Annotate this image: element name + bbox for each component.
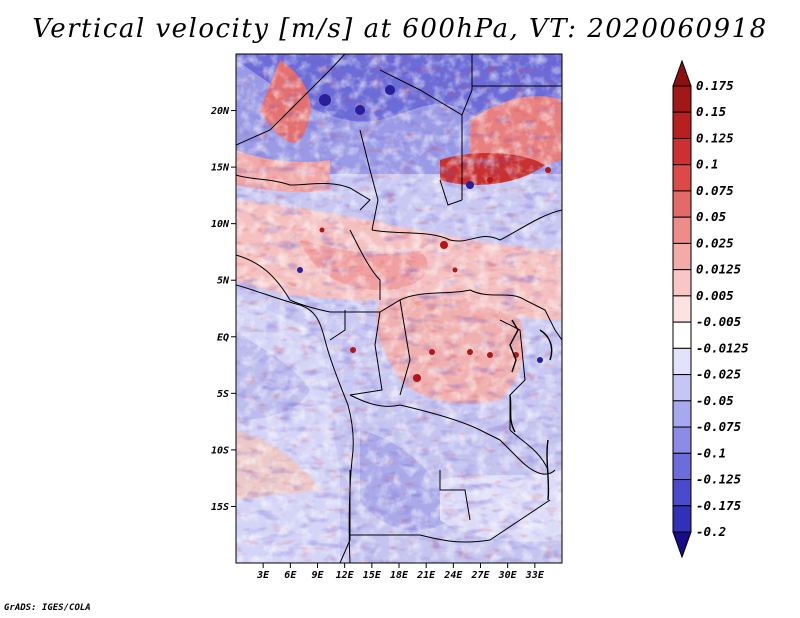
colorbar-label: 0.025 (696, 235, 734, 250)
colorbar-label: -0.0125 (696, 340, 749, 355)
colorbar-swatch (672, 242, 692, 271)
lon-tick-label: 33E (525, 570, 545, 581)
colorbar-swatch (672, 111, 692, 139)
longitude-axis: 3E 6E 9E 12E 15E 18E 21E 24E 27E 30E 33E (256, 563, 545, 581)
colorbar-label: 0.0125 (696, 262, 742, 277)
colorbar-label: -0.005 (696, 314, 742, 329)
colorbar-label: -0.125 (696, 472, 742, 487)
lon-tick-label: 3E (256, 570, 270, 581)
colorbar-label: 0.1 (696, 157, 719, 172)
lat-tick-label: 5S (217, 389, 229, 400)
country-borders (236, 54, 562, 563)
colorbar-swatch (672, 321, 692, 349)
colorbar-label: 0.075 (696, 183, 734, 198)
colorbar-swatch (672, 85, 692, 113)
colorbar-swatch (672, 452, 692, 481)
lat-tick-label: 15N (211, 163, 230, 174)
lon-tick-label: 15E (363, 570, 382, 581)
colorbar-swatch (672, 505, 692, 533)
map-title: Vertical velocity [m/s] at 600hPa, VT: 2… (32, 14, 768, 44)
colorbar-label: 0.15 (696, 104, 727, 119)
colorbar-label: -0.175 (696, 498, 742, 513)
colorbar-swatch (672, 190, 692, 218)
colorbar-swatch (672, 295, 692, 323)
colorbar-label: -0.05 (696, 393, 734, 408)
grads-credit: GrADS: IGES/COLA (4, 603, 91, 613)
colorbar-min-arrow (672, 531, 692, 559)
lon-tick-label: 30E (498, 570, 518, 581)
lon-tick-label: 6E (284, 570, 297, 581)
colorbar-legend: 0.175 0.15 0.125 0.1 0.075 0.05 0.025 0.0125 0.0… (672, 59, 749, 559)
colorbar-label: 0.005 (696, 288, 734, 303)
lon-tick-label: 12E (336, 570, 355, 581)
colorbar-label: 0.125 (696, 130, 734, 145)
colorbar-swatch (672, 426, 692, 454)
lat-tick-label: 10S (211, 445, 229, 456)
lon-tick-label: 18E (390, 570, 409, 581)
colorbar-label: 0.05 (696, 209, 727, 224)
lat-tick-label: 5N (217, 276, 230, 287)
colorbar-swatch (672, 137, 692, 166)
velocity-field (236, 54, 562, 563)
colorbar-swatch (672, 164, 692, 192)
colorbar-swatch (672, 374, 692, 402)
colorbar-label: 0.175 (696, 78, 734, 93)
colorbar-swatch (672, 347, 692, 376)
lon-tick-label: 24E (443, 570, 463, 581)
colorbar-label: -0.025 (696, 367, 742, 382)
colorbar-swatch (672, 400, 692, 428)
latitude-axis: 20N 15N 10N 5N EQ 5S 10S 15S (210, 106, 236, 513)
lat-tick-label: 10N (211, 219, 230, 230)
lat-tick-label: EQ (217, 332, 229, 343)
colorbar-swatch (672, 269, 692, 297)
colorbar-swatch (672, 216, 692, 244)
colorbar-label: -0.1 (696, 445, 726, 460)
lat-tick-label: 15S (211, 502, 229, 513)
colorbar-swatch (672, 479, 692, 507)
lon-tick-label: 21E (416, 570, 436, 581)
colorbar-label: -0.075 (696, 419, 742, 434)
lon-tick-label: 9E (311, 570, 324, 581)
colorbar-max-arrow (672, 59, 692, 87)
lon-tick-label: 27E (470, 570, 490, 581)
colorbar-label: -0.2 (696, 524, 726, 539)
lat-tick-label: 20N (210, 106, 230, 117)
